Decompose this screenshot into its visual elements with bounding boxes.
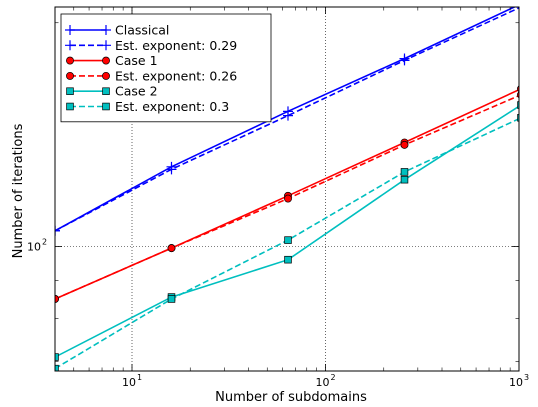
x-tick-label: 10 bbox=[316, 376, 330, 389]
data-point-case-1 bbox=[517, 85, 524, 92]
data-point-case-2 bbox=[401, 176, 408, 183]
legend-marker-est-exponent-0-26 bbox=[102, 72, 109, 79]
legend-marker-est-exponent-0-26 bbox=[66, 72, 73, 79]
data-point-est-exponent-0-26 bbox=[401, 141, 408, 148]
y-axis-label: Number of iterations bbox=[11, 123, 26, 258]
data-point-est-exponent-0-26 bbox=[168, 245, 175, 252]
legend-label: Est. exponent: 0.29 bbox=[115, 38, 237, 53]
x-tick-label-exponent: 2 bbox=[331, 373, 336, 382]
data-point-est-exponent-0-26 bbox=[284, 195, 291, 202]
data-point-est-exponent-0-3 bbox=[168, 296, 175, 303]
legend-marker-est-exponent-0-3 bbox=[103, 103, 110, 110]
data-point-case-2 bbox=[285, 256, 292, 263]
data-point-est-exponent-0-26 bbox=[517, 91, 524, 98]
legend-marker-est-exponent-0-3 bbox=[67, 103, 74, 110]
legend-marker-case-2 bbox=[67, 88, 74, 95]
legend-label: Classical bbox=[115, 23, 169, 38]
legend-label: Case 1 bbox=[115, 53, 158, 68]
legend-label: Case 2 bbox=[115, 84, 158, 99]
series-line-case-2 bbox=[55, 105, 521, 357]
y-tick-label: 10 bbox=[27, 241, 41, 254]
x-tick-label-exponent: 3 bbox=[524, 373, 529, 382]
x-axis-label: Number of subdomains bbox=[215, 390, 367, 405]
x-tick-label: 10 bbox=[509, 376, 523, 389]
x-tick-label: 10 bbox=[122, 376, 136, 389]
legend-label: Est. exponent: 0.3 bbox=[115, 99, 229, 114]
data-point-est-exponent-0-3 bbox=[285, 237, 292, 244]
y-tick-label-exponent: 2 bbox=[42, 238, 47, 247]
legend-marker-case-2 bbox=[103, 88, 110, 95]
x-tick-label-exponent: 1 bbox=[137, 373, 142, 382]
legend-marker-case-1 bbox=[102, 57, 109, 64]
legend-marker-case-1 bbox=[66, 57, 73, 64]
legend-label: Est. exponent: 0.26 bbox=[115, 68, 237, 83]
data-point-est-exponent-0-3 bbox=[401, 168, 408, 175]
